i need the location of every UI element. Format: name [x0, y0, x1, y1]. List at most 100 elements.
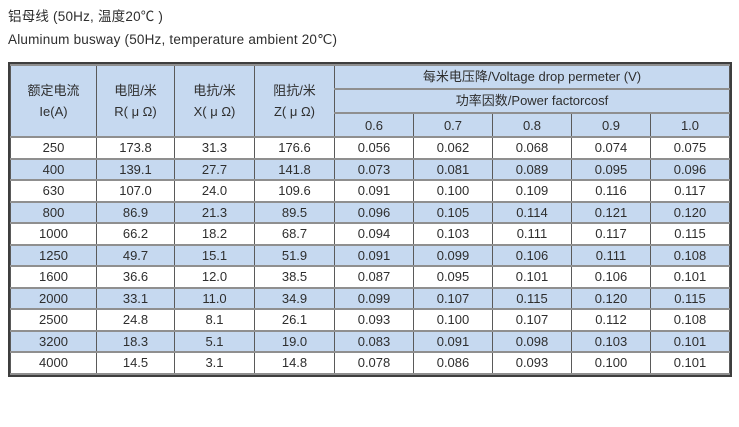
- table-cell: 34.9: [254, 286, 335, 310]
- table-cell: 4000: [10, 351, 97, 375]
- table-cell: 0.091: [413, 329, 493, 353]
- table-cell: 0.083: [334, 329, 414, 353]
- table-cell: 0.115: [492, 286, 572, 310]
- table-cell: 0.101: [650, 351, 730, 375]
- table-cell: 0.111: [571, 243, 651, 267]
- table-cell: 0.062: [413, 136, 493, 160]
- table-cell: 0.096: [650, 157, 730, 181]
- table-cell: 36.6: [96, 265, 175, 289]
- table-cell: 800: [10, 200, 97, 224]
- table-cell: 51.9: [254, 243, 335, 267]
- table-cell: 26.1: [254, 308, 335, 332]
- table-cell: 0.107: [413, 286, 493, 310]
- table-cell: 24.8: [96, 308, 175, 332]
- table-cell: 0.068: [492, 136, 572, 160]
- table-cell: 0.115: [650, 222, 730, 246]
- table-row: 800 86.9 21.3 89.5 0.096 0.105 0.114 0.121 0.120: [10, 200, 730, 224]
- table-cell: 19.0: [254, 329, 335, 353]
- col-header-resistance-symbol: R( μ Ω): [114, 104, 157, 119]
- table-cell: 0.091: [334, 179, 414, 203]
- table-cell: 0.117: [571, 222, 651, 246]
- table-cell: 173.8: [96, 136, 175, 160]
- table-cell: 0.093: [492, 351, 572, 375]
- table-row: 400 139.1 27.7 141.8 0.073 0.081 0.089 0.095 0.0…: [10, 157, 730, 181]
- table-cell: 86.9: [96, 200, 175, 224]
- table-cell: 0.112: [571, 308, 651, 332]
- table-cell: 2000: [10, 286, 97, 310]
- table-cell: 0.074: [571, 136, 651, 160]
- table-cell: 0.093: [334, 308, 414, 332]
- pf-value-header: 0.9: [571, 112, 651, 138]
- table-cell: 8.1: [174, 308, 255, 332]
- table-cell: 31.3: [174, 136, 255, 160]
- table-row: 2500 24.8 8.1 26.1 0.093 0.100 0.107 0.112 0.108: [10, 308, 730, 332]
- table-row: 1600 36.6 12.0 38.5 0.087 0.095 0.101 0.106 0.10…: [10, 265, 730, 289]
- table-cell: 0.117: [650, 179, 730, 203]
- table-cell: 0.096: [334, 200, 414, 224]
- table-cell: 0.108: [650, 243, 730, 267]
- table-row: 1250 49.7 15.1 51.9 0.091 0.099 0.106 0.111 0.10…: [10, 243, 730, 267]
- pf-value-header: 0.6: [334, 112, 414, 138]
- table-row: 1000 66.2 18.2 68.7 0.094 0.103 0.111 0.117 0.11…: [10, 222, 730, 246]
- title-block: 铝母线 (50Hz, 温度20℃ ) Aluminum busway (50Hz…: [8, 5, 337, 51]
- title-en: Aluminum busway (50Hz, temperature ambie…: [8, 32, 338, 47]
- pf-value-header: 0.8: [492, 112, 572, 138]
- table-cell: 0.101: [650, 265, 730, 289]
- table-cell: 0.075: [650, 136, 730, 160]
- table-cell: 0.106: [571, 265, 651, 289]
- table-cell: 1250: [10, 243, 97, 267]
- table-cell: 0.114: [492, 200, 572, 224]
- table-cell: 14.8: [254, 351, 335, 375]
- table-cell: 2500: [10, 308, 97, 332]
- table-cell: 3200: [10, 329, 97, 353]
- table-cell: 0.081: [413, 157, 493, 181]
- table-row: 630 107.0 24.0 109.6 0.091 0.100 0.109 0.116 0.1…: [10, 179, 730, 203]
- table-row: 2000 33.1 11.0 34.9 0.099 0.107 0.115 0.120 0.11…: [10, 286, 730, 310]
- table-cell: 3.1: [174, 351, 255, 375]
- col-header-rated-current-symbol: Ie(A): [39, 104, 68, 119]
- table-cell: 1000: [10, 222, 97, 246]
- table-cell: 0.091: [334, 243, 414, 267]
- header-row-2: 功率因数/Power factorcosf: [11, 88, 730, 114]
- table-cell: 0.099: [334, 286, 414, 310]
- table-cell: 0.103: [413, 222, 493, 246]
- table-cell: 630: [10, 179, 97, 203]
- table-cell: 21.3: [174, 200, 255, 224]
- table-cell: 0.095: [571, 157, 651, 181]
- table-row: 3200 18.3 5.1 19.0 0.083 0.091 0.098 0.103 0.101: [10, 329, 730, 353]
- table-cell: 38.5: [254, 265, 335, 289]
- table-cell: 176.6: [254, 136, 335, 160]
- table-cell: 250: [10, 136, 97, 160]
- table-cell: 24.0: [174, 179, 255, 203]
- table-cell: 0.101: [650, 329, 730, 353]
- table-cell: 0.120: [571, 286, 651, 310]
- table-cell: 0.100: [571, 351, 651, 375]
- table-cell: 12.0: [174, 265, 255, 289]
- table-row: 4000 14.5 3.1 14.8 0.078 0.086 0.093 0.100 0.101: [10, 351, 730, 375]
- col-header-reactance-symbol: X( μ Ω): [193, 104, 236, 119]
- table-cell: 14.5: [96, 351, 175, 375]
- table-cell: 0.120: [650, 200, 730, 224]
- table-cell: 0.098: [492, 329, 572, 353]
- table-cell: 400: [10, 157, 97, 181]
- table-cell: 0.105: [413, 200, 493, 224]
- table-cell: 107.0: [96, 179, 175, 203]
- table-cell: 66.2: [96, 222, 175, 246]
- col-header-impedance-symbol: Z( μ Ω): [273, 104, 316, 119]
- table-cell: 0.109: [492, 179, 572, 203]
- table-cell: 0.121: [571, 200, 651, 224]
- table-frame: 额定电流 Ie(A) 电阻/米 R( μ Ω) 电抗/米 X( μ Ω) 阻抗/…: [8, 62, 732, 377]
- table-cell: 0.107: [492, 308, 572, 332]
- table-cell: 141.8: [254, 157, 335, 181]
- table-cell: 89.5: [254, 200, 335, 224]
- table-cell: 0.086: [413, 351, 493, 375]
- table-cell: 15.1: [174, 243, 255, 267]
- table-cell: 0.099: [413, 243, 493, 267]
- col-header-reactance-zh: 电抗/米: [193, 83, 236, 98]
- table-cell: 18.3: [96, 329, 175, 353]
- table-cell: 0.100: [413, 179, 493, 203]
- table-row: 250 173.8 31.3 176.6 0.056 0.062 0.068 0.074 0.0…: [10, 136, 730, 160]
- table-body: 250 173.8 31.3 176.6 0.056 0.062 0.068 0.074 0.0…: [10, 136, 730, 375]
- table-cell: 109.6: [254, 179, 335, 203]
